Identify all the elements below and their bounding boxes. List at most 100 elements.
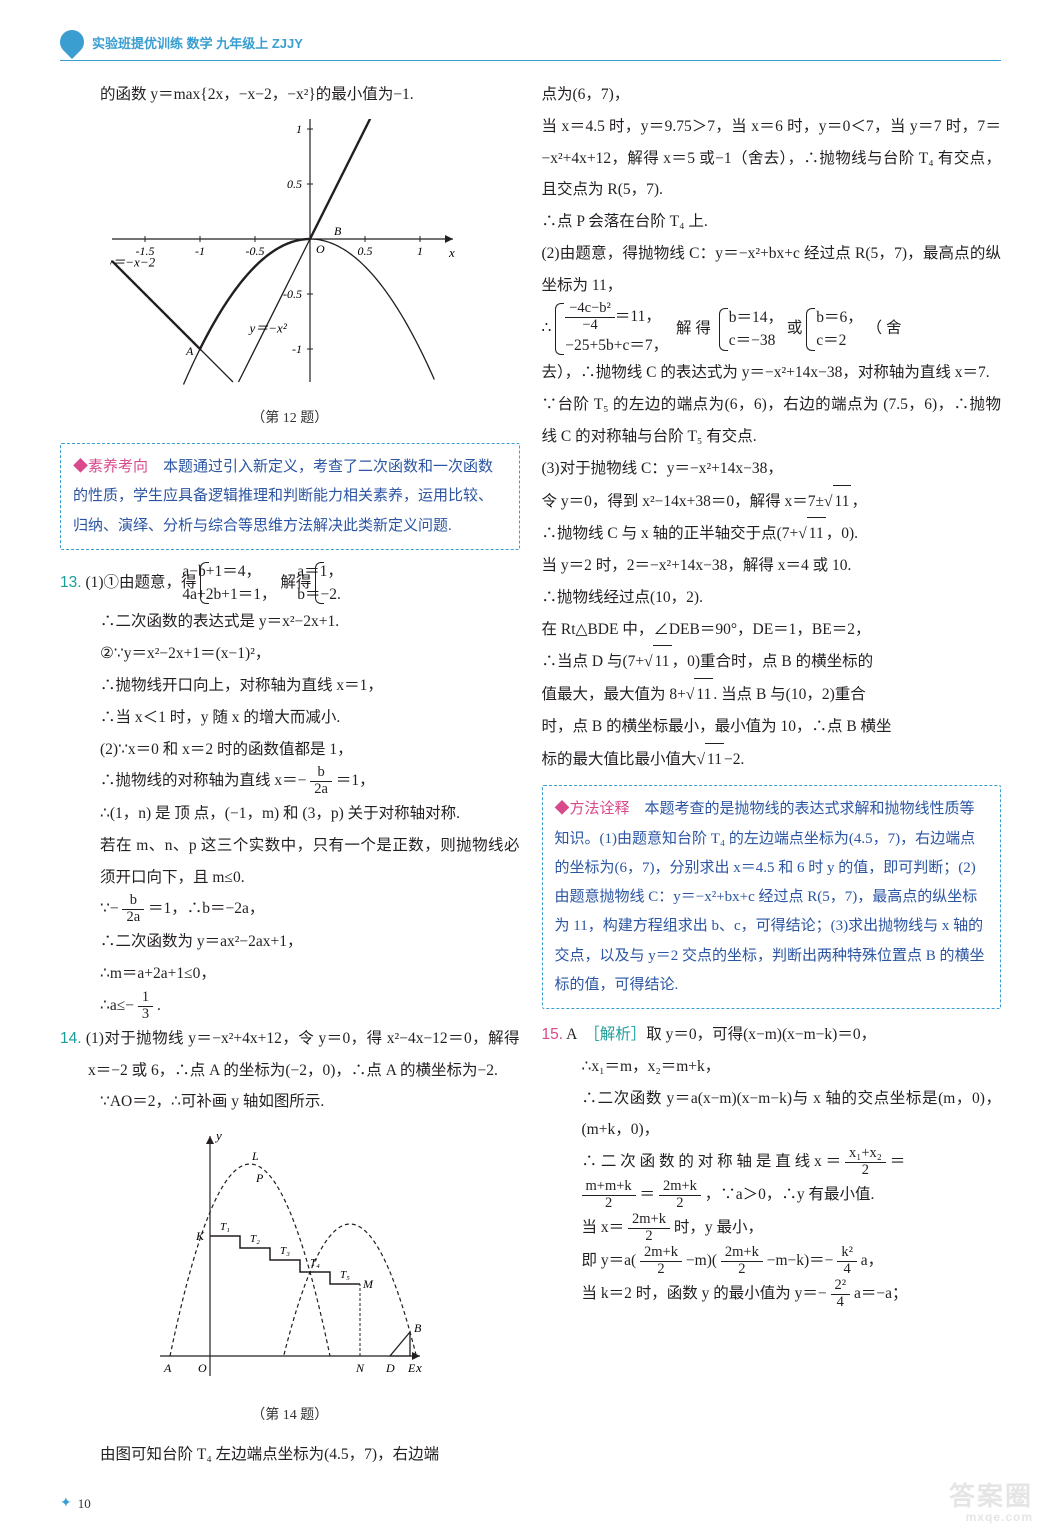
svg-text:-0.5: -0.5 (245, 244, 264, 258)
q14-graph-label: （第 14 题） (60, 1402, 520, 1431)
svg-text:x: x (415, 1360, 422, 1375)
left-column: 的函数 y＝max{2x，−x−2，−x²}的最小值为−1. -1.5-1-0.… (60, 79, 520, 1470)
f52d: 2 (659, 1196, 701, 1212)
p15a: 值最大，最大值为 8+ (542, 686, 686, 703)
q13-p13a: ∴a≤− (100, 997, 134, 1014)
f71d: 2 (640, 1262, 682, 1278)
analysis-box-1: ◆素养考向 本题通过引入新定义，考查了二次函数和一次函数的性质，学生应具备逻辑推… (60, 443, 520, 550)
page-number: 10 (78, 1496, 91, 1512)
q14-graph: OyxALPKT₁T₂T₃T₄T₅MNDEB （第 14 题） (60, 1126, 520, 1430)
svg-text:y＝−x²: y＝−x² (247, 320, 287, 335)
q13-p2: ∴二次函数的表达式是 y＝x²−2x+1. (60, 606, 520, 638)
q13-p6: (2)∵x＝0 和 x＝2 时的函数值都是 1， (60, 734, 520, 766)
sysA-r2: 4a+2b+1＝1， (210, 583, 276, 606)
svg-text:P: P (255, 1171, 264, 1185)
svg-text:N: N (355, 1361, 365, 1375)
p9s: 11 (833, 485, 852, 518)
svg-text:E: E (407, 1361, 416, 1375)
p9a: 令 y＝0，得到 x²−14x+38＝0，解得 x＝7± (542, 493, 825, 510)
svg-text:-1: -1 (292, 342, 302, 356)
q15-p7a: 即 y＝a( (582, 1252, 637, 1269)
watermark: 答案圈 mxqe.com (949, 1476, 1033, 1524)
r-p3: ∴点 P 会落在台阶 T₄ 上. (542, 206, 1002, 238)
q15-p4: ∴ 二 次 函 数 的 对 称 轴 是 直 线 x ＝ x₁+x₂2 ＝ (542, 1146, 1002, 1179)
wm-main: 答案圈 (949, 1481, 1033, 1511)
svg-text:T₂: T₂ (250, 1233, 260, 1245)
p14s: 11 (653, 645, 672, 678)
q13-p10b: ＝1，∴b＝−2a， (148, 900, 264, 917)
svg-text:T₁: T₁ (220, 1221, 230, 1233)
r-p8: (3)对于抛物线 C：y＝−x²+14x−38， (542, 453, 1002, 485)
sysC-l2: −25+5b+c＝7， (565, 334, 668, 357)
svg-text:1: 1 (417, 244, 423, 258)
header-text: 实验班提优训练 数学 九年级上 ZJJY (92, 33, 303, 52)
q13-p7b: ＝1， (336, 772, 375, 789)
q13-p10: ∵− b2a ＝1，∴b＝−2a， (60, 893, 520, 926)
f52n: 2m+k (659, 1179, 701, 1196)
sysC-l1: −4c−b²−4＝11， (565, 301, 668, 334)
svg-text:M: M (362, 1277, 374, 1291)
sc-b: ＝11， (615, 308, 661, 325)
p17s: 11 (705, 743, 724, 776)
p14b: ，0)重合时，点 B 的横坐标的 (672, 653, 874, 670)
q15-p7b: a， (861, 1252, 883, 1269)
r1a: b＝14， (729, 306, 783, 329)
f71n: 2m+k (640, 1245, 682, 1262)
sc-d: −4 (565, 318, 615, 334)
p10s: 11 (807, 517, 826, 550)
svg-text:B: B (334, 224, 342, 238)
q13-p4: ∴抛物线开口向上，对称轴为直线 x＝1， (60, 670, 520, 702)
q15-p6a: 当 x＝ (582, 1219, 625, 1236)
q15-p7: 即 y＝a( 2m+k2 −m)( 2m+k2 −m−k)＝− k²4 a， (542, 1245, 1002, 1278)
r-p17: 标的最大值比最小值大√11−2. (542, 743, 1002, 776)
box2-text: 本题考查的是抛物线的表达式求解和抛物线性质等知识。(1)由题意知台阶 T₄ 的左… (555, 801, 985, 993)
q12-graph-label: （第 12 题） (60, 405, 520, 434)
q14-p3: 由图可知台阶 T₄ 左边端点坐标为(4.5，7)，右边端 (60, 1439, 520, 1471)
q15-p4a: ∴ 二 次 函 数 的 对 称 轴 是 直 线 x ＝ (582, 1153, 842, 1170)
q13-sysA: a−b+1＝4， 4a+2b+1＝1， (200, 560, 276, 607)
r-p7: ∵台阶 T₅ 的左边的端点为(6，6)，右边的端点为 (7.5，6)，∴抛物线 … (542, 389, 1002, 453)
sysC-left: −4c−b²−4＝11， −25+5b+c＝7， (555, 301, 668, 357)
sysB-r1: a＝1， (325, 560, 343, 583)
r-p13: 在 Rt△BDE 中，∠DEB＝90°，DE＝1，BE＝2， (542, 614, 1002, 646)
q14-num: 14. (60, 1030, 82, 1047)
r-p15: 值最大，最大值为 8+√11. 当点 B 与(10，2)重合 (542, 678, 1002, 711)
r-p14: ∴当点 D 与(7+√11，0)重合时，点 B 的横坐标的 (542, 645, 1002, 678)
r-p1: 点为(6，7)， (542, 79, 1002, 111)
r2a: b＝6， (816, 306, 863, 329)
q13-p12: ∴m＝a+2a+1≤0， (60, 958, 520, 990)
sc-n: −4c−b² (565, 301, 615, 318)
q13-p13b: . (157, 997, 161, 1014)
svg-text:T₃: T₃ (280, 1245, 290, 1257)
q15-p4m: ＝ (890, 1153, 906, 1170)
svg-text:-0.5: -0.5 (283, 287, 302, 301)
frac-3: 3 (138, 1007, 153, 1023)
svg-text:B: B (414, 1321, 422, 1335)
svg-text:A: A (185, 344, 194, 358)
box1-tag: ◆素养考向 (73, 458, 148, 475)
q15-p6b: 时，y 最小， (674, 1219, 763, 1236)
svg-text:x: x (448, 245, 455, 260)
q15-p5b: ，∵a＞0，∴y 有最小值. (705, 1186, 875, 1203)
q13-p10a: ∵− (100, 900, 119, 917)
f8n: 2² (831, 1278, 851, 1295)
svg-text:0.5: 0.5 (357, 244, 372, 258)
logo-icon (55, 25, 89, 59)
q15-p1: 取 y＝0，可得(x−m)(x−m−k)＝0， (646, 1026, 876, 1043)
r-p6: 去），∴抛物线 C 的表达式为 y＝−x²+14x−38，对称轴为直线 x＝7. (542, 357, 1002, 389)
r-end: （ 舍 (867, 320, 902, 337)
sysB-r2: b＝−2. (325, 583, 343, 606)
q15-p6: 当 x＝ 2m+k2 时，y 最小， (542, 1212, 1002, 1245)
sysA-r1: a−b+1＝4， (210, 560, 276, 583)
q14-p1txt: (1)对于抛物线 y＝−x²+4x+12，令 y＝0，得 x²−4x−12＝0，… (86, 1030, 520, 1079)
svg-text:-1: -1 (195, 244, 205, 258)
frac-2a2: 2a (122, 910, 144, 926)
page-header: 实验班提优训练 数学 九年级上 ZJJY (60, 30, 1001, 61)
q13-p9: 若在 m、n、p 这三个实数中，只有一个是正数，则抛物线必须开口向下，且 m≤0… (60, 830, 520, 894)
q13-p11: ∴二次函数为 y＝ax²−2ax+1， (60, 926, 520, 958)
q15-p5m: ＝ (640, 1186, 656, 1203)
q15-p8a: 当 k＝2 时，函数 y 的最小值为 y＝− (582, 1285, 827, 1302)
r-or: 或 (787, 320, 803, 337)
sysC-r2: b＝6， c＝2 (806, 306, 863, 353)
f41d: 2 (845, 1163, 886, 1179)
